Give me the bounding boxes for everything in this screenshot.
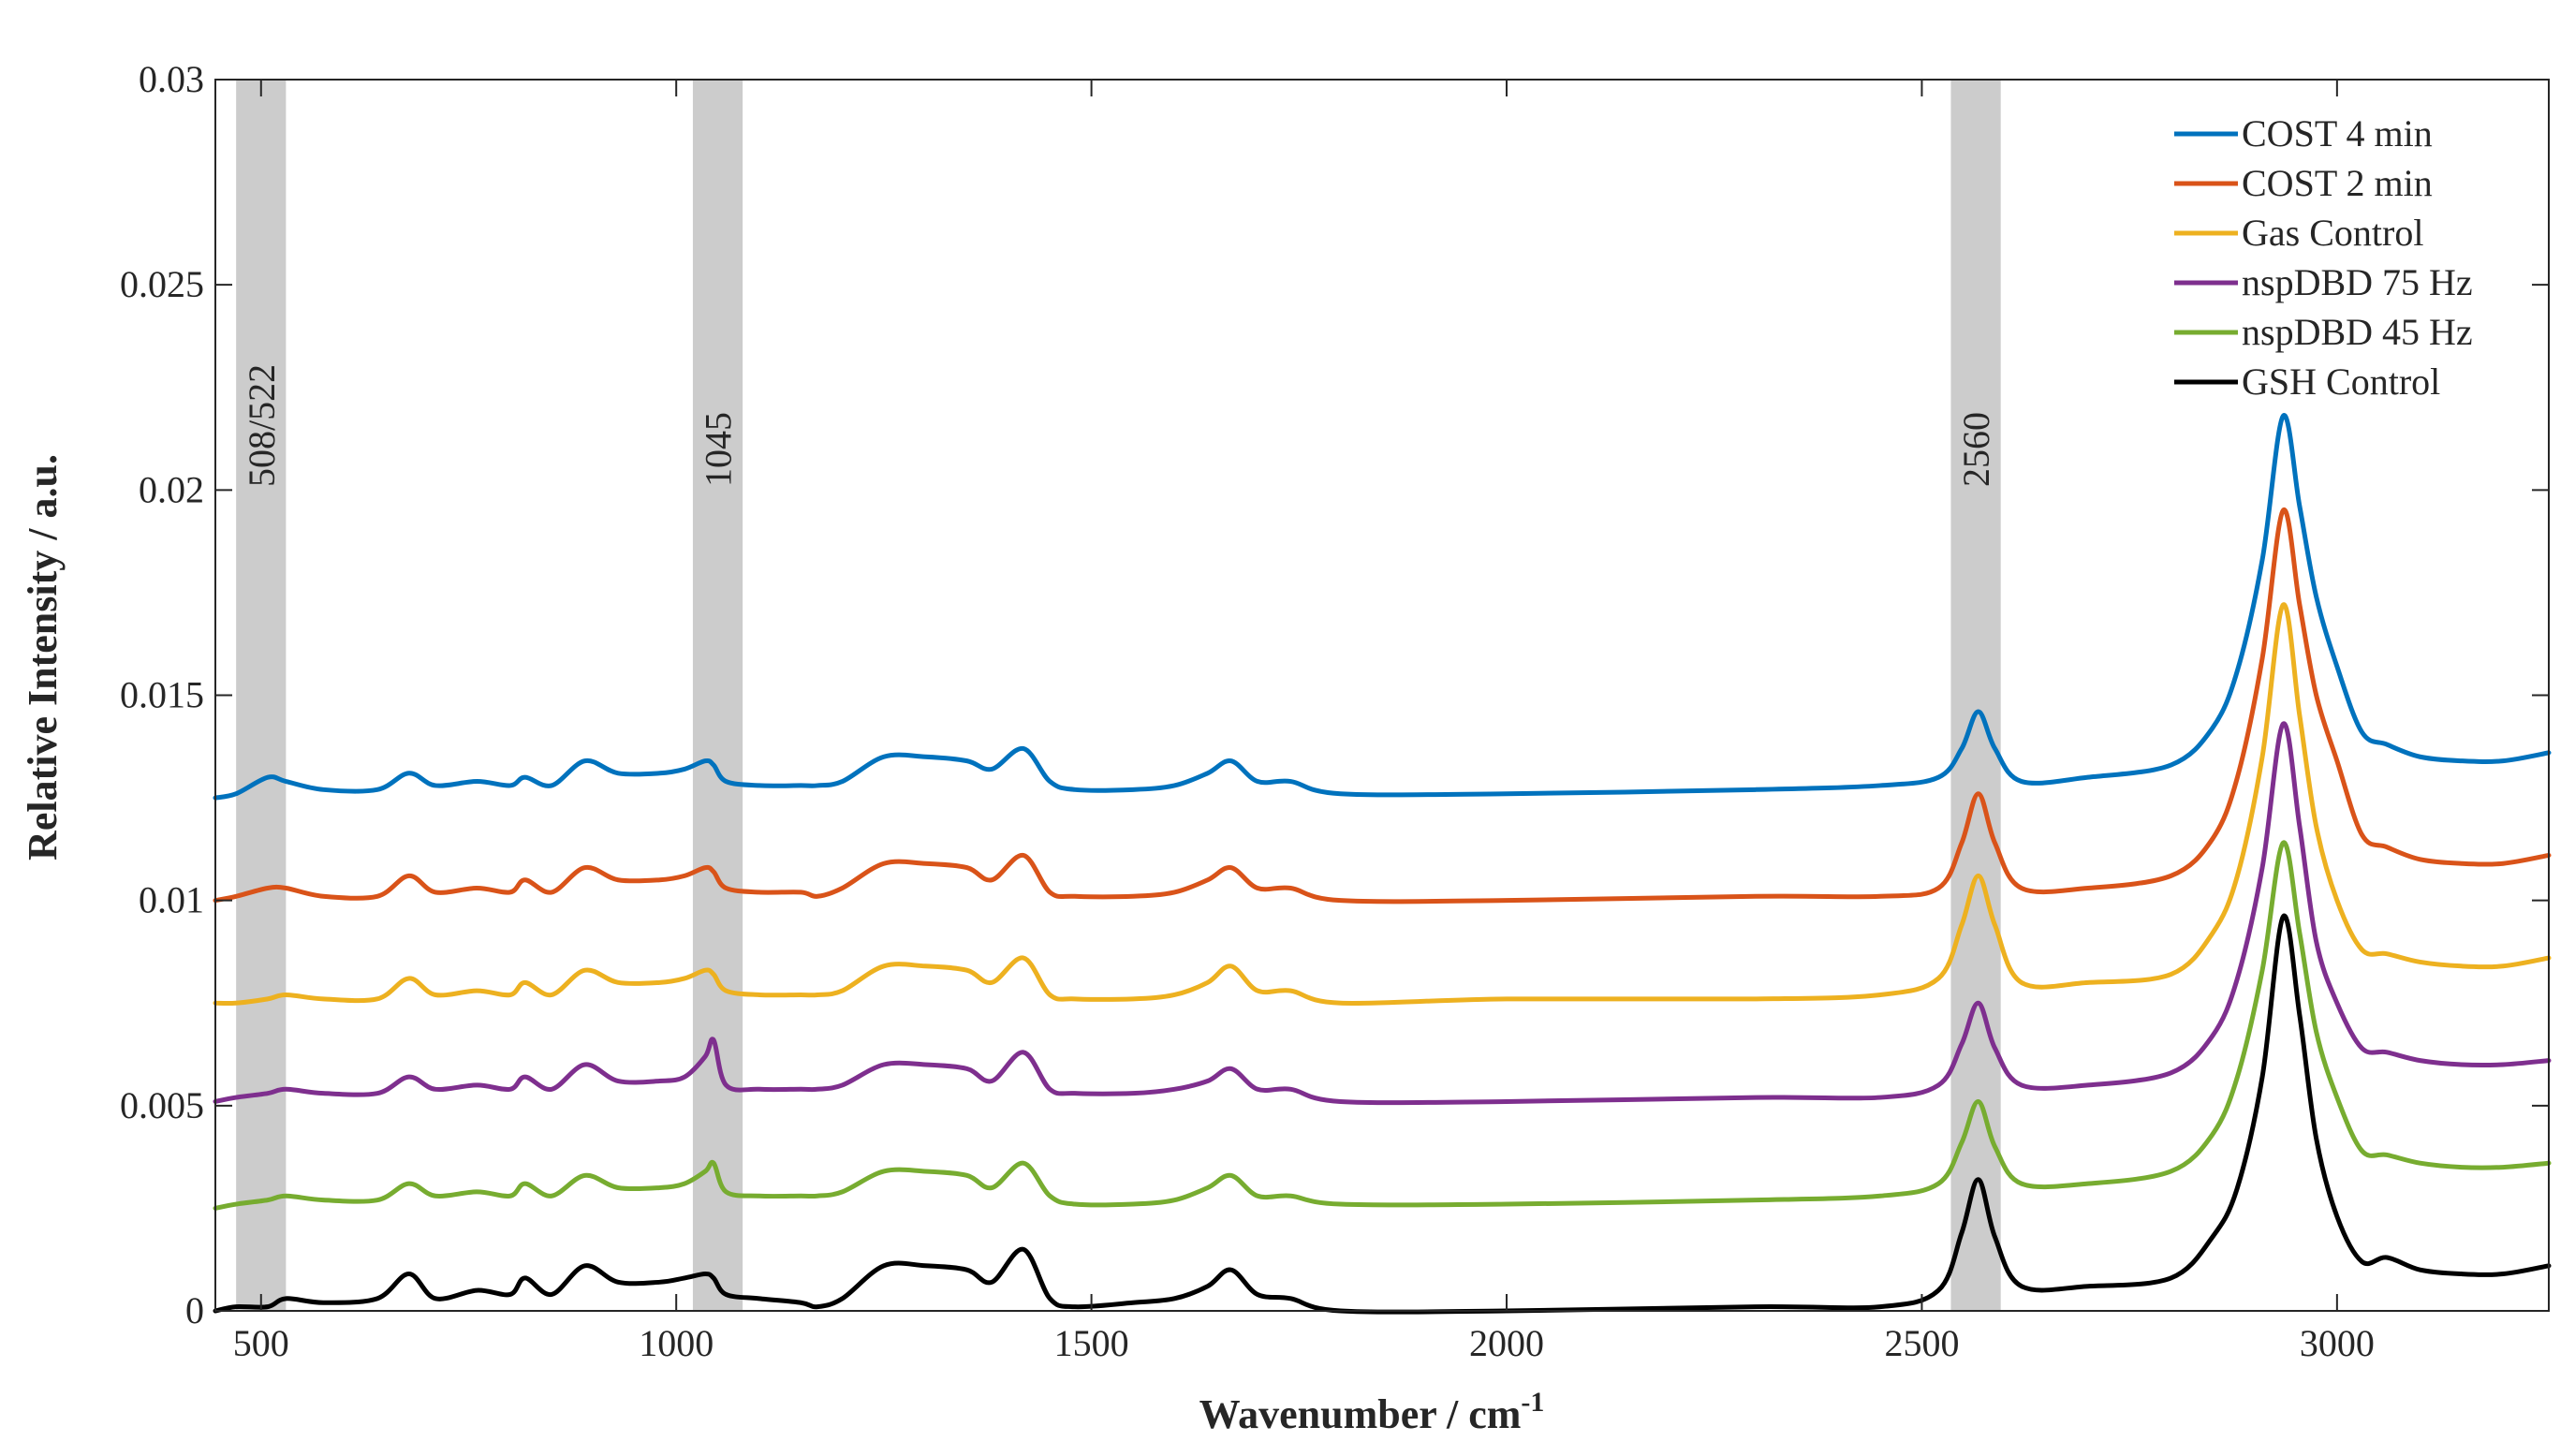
x-tick-label: 3000 — [2300, 1322, 2375, 1364]
highlight-band — [1950, 80, 2001, 1311]
series-line — [213, 413, 2552, 801]
legend-label: Gas Control — [2242, 212, 2423, 254]
y-tick-label: 0.03 — [139, 58, 204, 100]
y-tick-label: 0.01 — [139, 879, 204, 921]
y-tick-label: 0.025 — [120, 263, 204, 305]
x-tick-label: 1000 — [639, 1322, 714, 1364]
legend-label: nspDBD 45 Hz — [2242, 311, 2473, 353]
series-lines — [213, 413, 2552, 1315]
highlight-band — [236, 80, 287, 1311]
legend: COST 4 min COST 2 min Gas Control nspDBD 75… — [2174, 112, 2473, 403]
series-line — [213, 602, 2552, 1007]
series-line — [213, 913, 2552, 1315]
y-axis-ticks: 0 0.005 0.01 0.015 0.02 0.025 0.03 — [120, 58, 2549, 1331]
band-label: 1045 — [698, 412, 740, 487]
series-line — [213, 721, 2552, 1106]
highlight-band — [692, 80, 743, 1311]
band-label: 508/522 — [241, 364, 283, 487]
y-tick-label: 0.005 — [120, 1084, 204, 1126]
highlight-bands — [236, 80, 2001, 1311]
x-tick-label: 2500 — [1884, 1322, 1959, 1364]
series-line — [213, 507, 2552, 904]
legend-label: nspDBD 75 Hz — [2242, 261, 2473, 303]
x-tick-label: 1500 — [1054, 1322, 1129, 1364]
legend-label: COST 4 min — [2242, 112, 2433, 154]
highlight-band-labels: 508/522 1045 2560 — [241, 364, 1997, 487]
x-axis-ticks: 500 1000 1500 2000 2500 3000 — [233, 80, 2375, 1364]
band-label: 2560 — [1955, 412, 1997, 487]
x-axis-title: Wavenumber / cm-1 — [1199, 1387, 1545, 1437]
y-tick-label: 0 — [185, 1289, 204, 1331]
legend-label: GSH Control — [2242, 360, 2440, 403]
y-tick-label: 0.015 — [120, 674, 204, 716]
series-line — [213, 840, 2552, 1211]
y-axis-title: Relative Intensity / a.u. — [20, 454, 66, 860]
legend-label: COST 2 min — [2242, 162, 2433, 204]
x-tick-label: 2000 — [1469, 1322, 1544, 1364]
y-tick-label: 0.02 — [139, 468, 204, 510]
x-tick-label: 500 — [233, 1322, 289, 1364]
